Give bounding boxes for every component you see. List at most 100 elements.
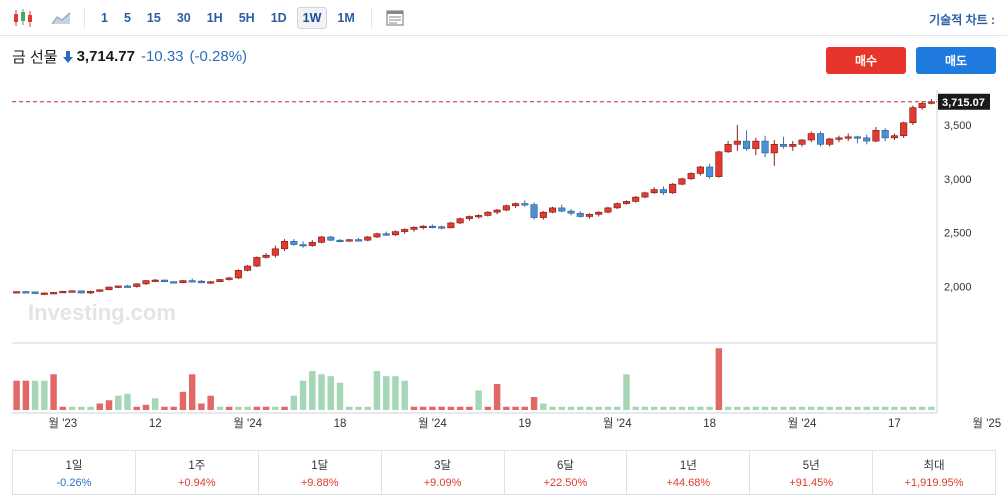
volume-bar <box>595 406 602 410</box>
candle <box>327 236 335 241</box>
volume-bar <box>151 398 159 410</box>
performance-cell[interactable]: 3달 +9.09% <box>382 451 505 494</box>
candle <box>336 239 344 242</box>
candle <box>244 265 252 271</box>
interval-5h[interactable]: 5H <box>238 10 255 25</box>
toolbar-divider <box>370 7 372 28</box>
interval-1d[interactable]: 1D <box>270 10 287 25</box>
volume-bar <box>567 406 575 410</box>
x-tick-label: 월 '24 <box>233 417 262 430</box>
x-tick-label: 18 <box>703 418 716 430</box>
candle <box>465 216 473 219</box>
performance-cell[interactable]: 1일 -0.26% <box>13 451 136 494</box>
candle <box>918 103 926 108</box>
volume-bar <box>179 391 187 410</box>
candle <box>530 204 538 218</box>
performance-cell[interactable]: 최대 +1,919.95% <box>873 451 995 494</box>
candle <box>696 166 704 174</box>
performance-cell[interactable]: 5년 +91.45% <box>750 451 874 494</box>
performance-bar: 1일 -0.26% 1주 +0.94% 1달 +9.88% 3달 +9.09% 6달 +22.50… <box>12 450 996 495</box>
candle <box>770 144 778 154</box>
volume-bar <box>780 406 787 410</box>
interval-5[interactable]: 5 <box>123 10 131 25</box>
candle <box>576 212 584 217</box>
volume-bar <box>382 376 390 410</box>
candle <box>170 281 178 284</box>
candle <box>364 236 372 241</box>
volume-bar <box>687 406 695 410</box>
performance-period: 1달 <box>311 459 329 472</box>
candle <box>373 233 381 238</box>
candle <box>595 211 603 215</box>
volume-bar <box>678 406 686 410</box>
candlestick-icon[interactable] <box>8 4 38 32</box>
performance-period: 1일 <box>65 459 83 472</box>
technical-chart-link[interactable]: 기술적 차트 : <box>929 13 995 27</box>
candle <box>354 239 363 242</box>
volume-bar <box>133 406 140 410</box>
interval-1w[interactable]: 1W <box>296 6 328 29</box>
candle <box>585 214 594 217</box>
interval-1m[interactable]: 1M <box>337 10 355 25</box>
x-tick-label: 월 '24 <box>418 417 447 430</box>
volume-bar <box>188 374 196 410</box>
candle <box>87 291 95 294</box>
layout-icon[interactable] <box>380 4 410 32</box>
candle <box>382 233 390 236</box>
volume-bar <box>456 406 464 410</box>
volume-bar <box>891 406 898 410</box>
price-chart[interactable]: Investing.com 3,500 3,000 2,500 2,000 3,715.0… <box>0 90 1007 435</box>
performance-value: +91.45% <box>789 476 834 489</box>
volume-bar <box>244 406 251 410</box>
volume-bar <box>484 406 492 410</box>
candle <box>872 130 880 142</box>
volume-bar <box>253 406 261 410</box>
volume-bar <box>105 400 113 410</box>
candle <box>151 279 159 282</box>
volume-bar <box>438 406 445 410</box>
volume-bar <box>281 406 288 410</box>
volume-bar <box>142 404 150 410</box>
performance-period: 3달 <box>434 459 452 472</box>
volume-bar <box>198 403 205 410</box>
candle <box>13 291 21 294</box>
volume-bar <box>59 406 67 410</box>
candle <box>761 140 769 154</box>
interval-30[interactable]: 30 <box>176 10 191 25</box>
volume-bar <box>447 406 455 410</box>
performance-cell[interactable]: 1년 +44.68% <box>627 451 751 494</box>
last-price: 3,714.77 <box>76 48 135 65</box>
interval-1h[interactable]: 1H <box>206 10 223 25</box>
area-chart-icon[interactable] <box>46 4 76 32</box>
candle <box>789 144 797 147</box>
price-change: -10.33 <box>140 48 184 65</box>
volume-bar <box>826 406 833 410</box>
volume-bar <box>521 406 529 410</box>
buy-button[interactable]: 매수 <box>826 47 906 74</box>
interval-1[interactable]: 1 <box>101 10 108 25</box>
candle <box>844 136 852 139</box>
volume-bar <box>928 406 935 410</box>
volume-bar <box>87 406 94 410</box>
instrument-header: 금 선물 3,714.77 -10.33 (-0.28%) <box>12 46 247 67</box>
candle <box>133 283 141 287</box>
performance-cell[interactable]: 1달 +9.88% <box>259 451 382 494</box>
volume-bar <box>392 376 399 410</box>
last-price-tag <box>938 93 990 110</box>
candle <box>179 280 187 284</box>
interval-15[interactable]: 15 <box>146 10 161 25</box>
performance-value: +9.88% <box>300 476 339 489</box>
volume-bar <box>512 406 519 410</box>
x-tick-label: 18 <box>334 418 347 430</box>
volume-bar <box>540 403 547 410</box>
volume-bar <box>724 406 732 410</box>
sell-button[interactable]: 매도 <box>916 47 996 74</box>
candle <box>659 189 667 194</box>
performance-cell[interactable]: 1주 +0.94% <box>136 451 259 494</box>
performance-period: 5년 <box>802 459 820 472</box>
volume-bar <box>68 406 76 410</box>
performance-cell[interactable]: 6달 +22.50% <box>505 451 628 494</box>
candle <box>539 211 547 218</box>
candle <box>428 225 436 228</box>
candle <box>502 205 510 211</box>
